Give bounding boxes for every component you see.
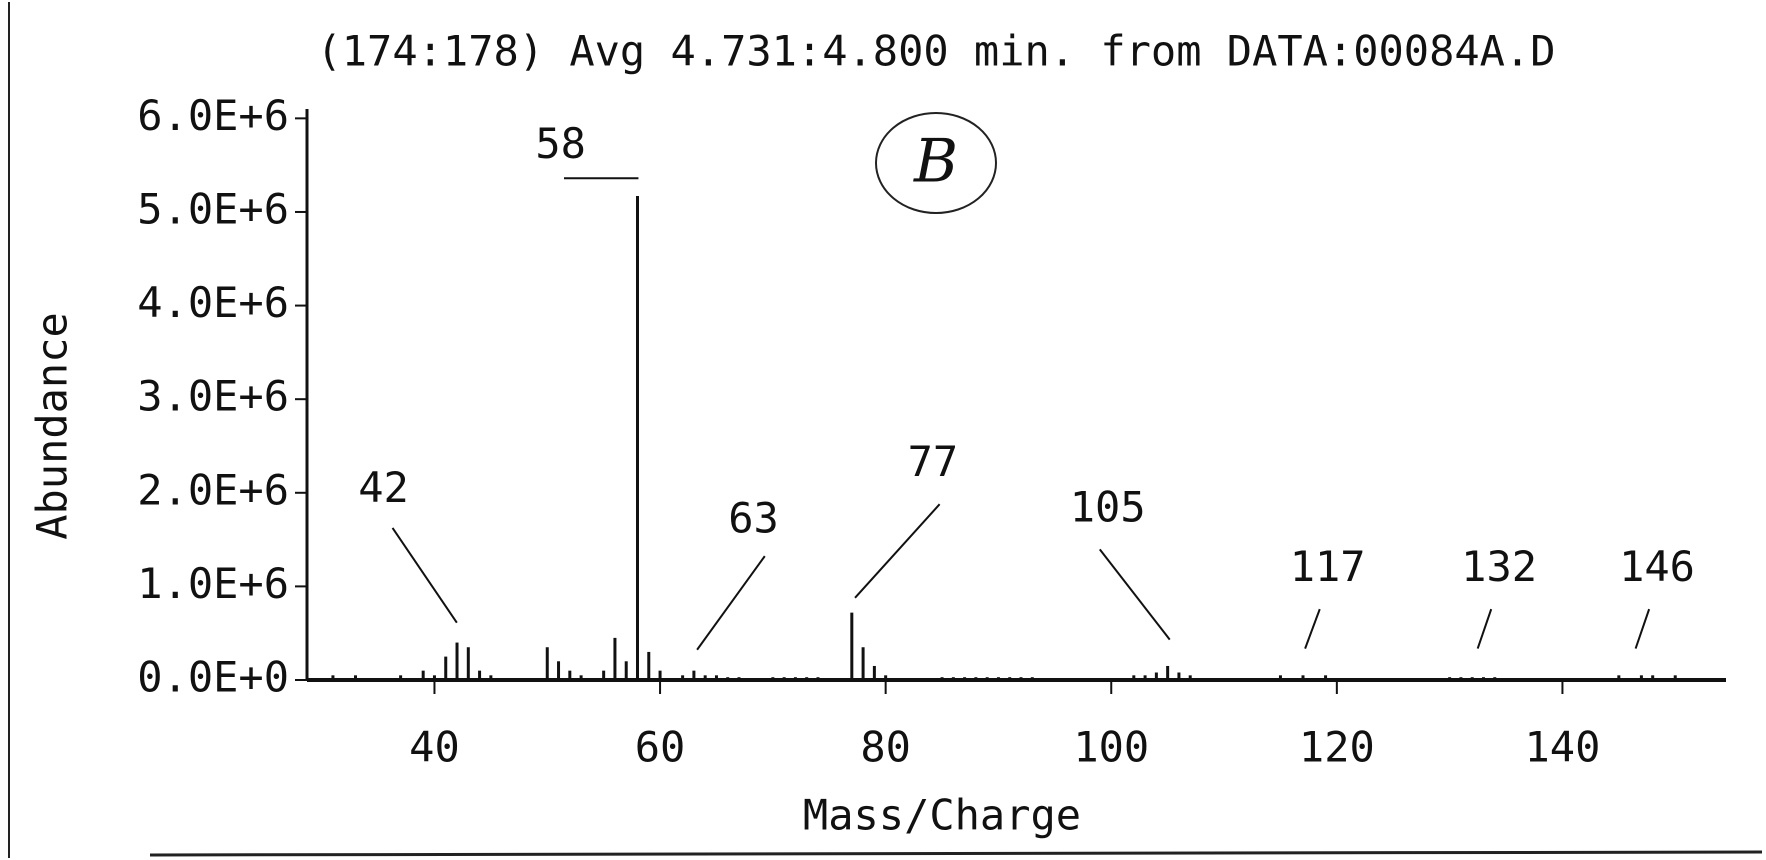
peak-label: 117 — [1290, 542, 1366, 591]
peak-label: 146 — [1619, 542, 1695, 591]
annotation: B — [913, 127, 958, 197]
x-axis-label: Mass/Charge — [803, 791, 1081, 840]
annotation-circle — [875, 112, 997, 214]
x-tick-label: 40 — [409, 723, 460, 772]
peak-label: 77 — [908, 437, 959, 486]
x-tick-label: 80 — [860, 723, 911, 772]
x-tick-label: 120 — [1299, 723, 1375, 772]
y-axis-label: Abundance — [28, 312, 77, 540]
leader-line — [1304, 608, 1321, 649]
leader-line — [1476, 608, 1493, 649]
y-tick-label: 6.0E+6 — [137, 91, 289, 140]
y-tick-label: 4.0E+6 — [137, 278, 289, 327]
y-tick-label: 5.0E+6 — [137, 184, 289, 233]
y-tick-label: 0.0E+0 — [137, 653, 289, 702]
y-tick-label: 2.0E+6 — [137, 465, 289, 514]
x-tick-label: 140 — [1525, 723, 1601, 772]
peak-label: 63 — [728, 494, 779, 543]
frame-bottom — [149, 850, 1763, 857]
leader-line — [1099, 548, 1171, 641]
peak-label: 105 — [1070, 482, 1146, 531]
x-tick-label: 100 — [1073, 723, 1149, 772]
peak-label: 42 — [358, 463, 409, 512]
y-tick-label: 1.0E+6 — [137, 559, 289, 608]
leader-line — [391, 527, 458, 624]
leader-line — [1634, 608, 1651, 649]
x-tick-label: 60 — [635, 723, 686, 772]
peak-label: 132 — [1461, 542, 1537, 591]
peak-label: 58 — [535, 119, 586, 168]
chart-title: (174:178) Avg 4.731:4.800 min. from DATA… — [316, 27, 1555, 76]
leader-line — [696, 555, 766, 651]
leader-line — [854, 503, 941, 599]
y-tick-label: 3.0E+6 — [137, 372, 289, 421]
